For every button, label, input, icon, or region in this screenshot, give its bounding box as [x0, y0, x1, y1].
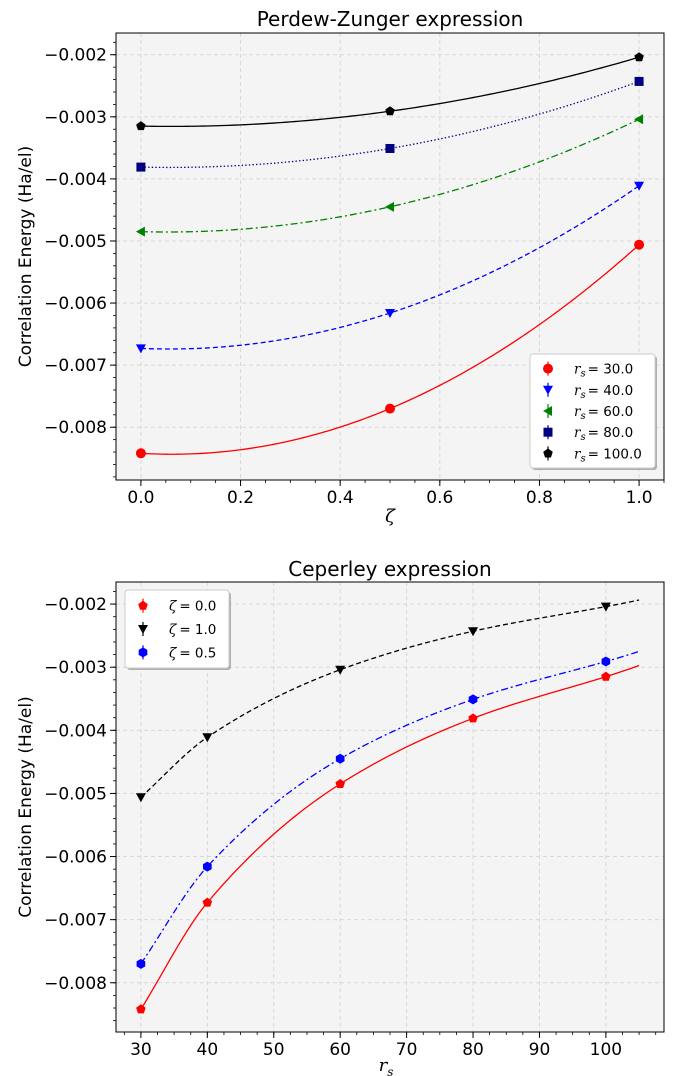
data-point — [634, 181, 645, 191]
y-axis-label: Correlation Energy (Ha/el) — [16, 696, 36, 917]
data-point — [335, 665, 346, 675]
legend-label: ζ = 0.5 — [169, 645, 216, 661]
legend-marker — [543, 448, 553, 458]
data-point — [335, 778, 345, 789]
y-tick-label: −0.004 — [44, 721, 107, 741]
data-point — [601, 671, 611, 681]
x-tick-label: 100 — [590, 1040, 622, 1060]
series-line — [140, 664, 640, 1010]
legend-label: rs = 80.0 — [574, 425, 633, 443]
y-axis-label: Correlation Energy (Ha/el) — [16, 146, 36, 367]
data-point — [135, 448, 146, 459]
y-tick-label: −0.007 — [44, 911, 107, 931]
legend-label: rs = 30.0 — [574, 362, 633, 380]
legend-marker — [543, 427, 553, 437]
x-tick-label: 80 — [462, 1040, 484, 1060]
data-point — [136, 121, 146, 131]
data-point — [385, 308, 395, 318]
data-point — [335, 753, 345, 764]
data-point — [136, 958, 146, 969]
series-line — [140, 599, 640, 798]
legend-marker — [138, 600, 148, 610]
y-tick-label: −0.003 — [44, 658, 107, 678]
x-tick-label: 0.2 — [227, 488, 254, 508]
data-point — [202, 733, 213, 743]
chart-title: Perdew-Zunger expression — [257, 7, 524, 31]
chart-1: 0.0 0.2 0.4 0.6 0.8 1.0 −0.008 −0.007 −0.006 −0.0… — [16, 7, 665, 527]
y-tick-label: −0.008 — [44, 974, 107, 994]
x-axis-label: ζ — [385, 506, 396, 527]
y-tick-label: −0.002 — [44, 46, 107, 66]
data-point — [634, 114, 644, 125]
legend-label: rs = 40.0 — [574, 383, 633, 401]
legend-label: ζ = 1.0 — [169, 622, 216, 638]
legend-marker — [543, 363, 553, 374]
x-tick-label: 90 — [529, 1040, 551, 1060]
data-point — [634, 239, 645, 250]
legend-marker — [543, 385, 553, 395]
legend-label: rs = 60.0 — [574, 404, 633, 422]
data-point — [136, 1004, 146, 1014]
data-point — [385, 201, 394, 212]
x-tick-label: 40 — [197, 1040, 219, 1060]
data-point — [385, 143, 395, 153]
x-tick-label: 1.0 — [626, 488, 653, 508]
legend: rs = 30.0 rs = 40.0 rs = 60.0 rs = 80.0 rs = 100.… — [529, 353, 657, 470]
x-tick-label: 50 — [263, 1040, 285, 1060]
chart-2: 30 40 50 60 70 80 90 100 −0.008 −0.007 −0.006 −0.00… — [16, 557, 665, 1076]
legend-box — [529, 353, 656, 469]
data-point — [135, 793, 146, 803]
x-tick-label: 30 — [130, 1040, 152, 1060]
data-point — [468, 694, 478, 705]
y-tick-label: −0.007 — [44, 356, 107, 376]
x-tick-label: 60 — [329, 1040, 351, 1060]
data-point — [634, 76, 644, 86]
data-point — [135, 226, 145, 237]
series-group — [135, 599, 640, 1014]
series-line — [140, 80, 640, 169]
data-point — [136, 162, 146, 172]
series-line — [140, 650, 640, 965]
data-point — [203, 861, 212, 872]
data-point — [385, 106, 395, 116]
y-tick-label: −0.006 — [44, 848, 107, 868]
legend-label: rs = 100.0 — [574, 446, 642, 464]
legend-label: ζ = 0.0 — [169, 599, 216, 615]
y-tick-label: −0.003 — [44, 108, 107, 128]
axes-frame — [115, 581, 665, 1033]
legend-marker — [138, 625, 148, 634]
x-tick-label: 0.8 — [526, 488, 553, 508]
legend-marker — [138, 647, 148, 658]
axes-frame — [115, 32, 665, 481]
legend-marker — [543, 406, 552, 416]
series-group — [135, 52, 645, 459]
y-tick-label: −0.006 — [44, 294, 107, 314]
x-tick-label: 0.0 — [127, 488, 154, 508]
x-tick-label: 0.6 — [426, 488, 453, 508]
x-tick-label: 70 — [396, 1040, 418, 1060]
legend: ζ = 0.0 ζ = 1.0 ζ = 0.5 — [124, 589, 231, 670]
data-point — [202, 897, 213, 907]
data-point — [468, 713, 478, 723]
data-point — [135, 344, 146, 354]
data-point — [634, 52, 644, 62]
y-tick-label: −0.004 — [44, 170, 107, 190]
data-point — [600, 602, 611, 612]
data-point — [385, 403, 395, 414]
data-point — [468, 627, 479, 637]
y-tick-label: −0.002 — [44, 595, 107, 615]
y-tick-label: −0.005 — [44, 784, 107, 804]
data-point — [601, 656, 611, 667]
legend-box — [124, 589, 230, 669]
x-tick-label: 0.4 — [327, 488, 354, 508]
y-tick-label: −0.008 — [44, 418, 107, 438]
y-tick-label: −0.005 — [44, 232, 107, 252]
chart-title: Ceperley expression — [288, 557, 491, 581]
x-axis-label: rs — [379, 1055, 394, 1076]
